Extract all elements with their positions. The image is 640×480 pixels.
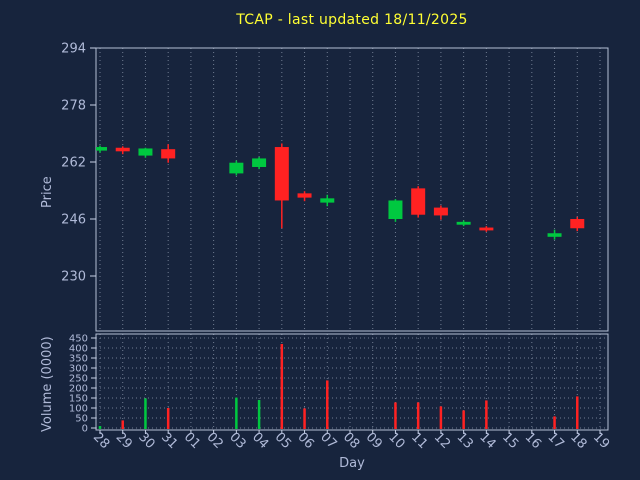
- volume-bar: [553, 416, 556, 429]
- volume-bar: [235, 397, 238, 429]
- day-tick-label: 10: [385, 430, 407, 452]
- price-tick-label: 230: [61, 270, 86, 285]
- x-axis-label: Day: [339, 456, 365, 471]
- day-tick-label: 13: [454, 430, 476, 452]
- volume-bar: [462, 410, 465, 429]
- candle-body: [456, 221, 471, 225]
- volume-bar: [485, 400, 488, 429]
- day-tick-label: 11: [408, 430, 430, 452]
- volume-tick-label: 350: [69, 354, 88, 365]
- day-tick-label: 29: [113, 430, 135, 452]
- volume-bar: [166, 408, 170, 429]
- volume-bar: [98, 426, 102, 429]
- day-tick-label: 05: [272, 430, 294, 452]
- volume-tick-label: 100: [69, 404, 88, 415]
- price-tick-label: 262: [61, 156, 86, 171]
- volume-bar: [439, 406, 443, 429]
- day-tick-label: 02: [204, 430, 226, 452]
- day-tick-label: 08: [340, 430, 362, 452]
- day-tick-label: 17: [544, 430, 566, 452]
- volume-bar: [257, 400, 261, 429]
- volume-bar: [394, 402, 397, 429]
- volume-tick-label: 200: [69, 384, 88, 395]
- price-panel-border: [95, 47, 609, 332]
- price-tick-label: 294: [61, 42, 86, 57]
- candles-group: [96, 143, 585, 240]
- volume-tick-label: 450: [69, 334, 88, 345]
- volume-bar: [280, 344, 284, 429]
- volume-panel-border: [95, 333, 609, 431]
- day-tick-label: 16: [522, 430, 544, 452]
- candle-body: [138, 148, 153, 156]
- volume-bar: [576, 396, 579, 429]
- day-tick-label: 03: [226, 430, 248, 452]
- volume-tick-label: 150: [69, 394, 88, 405]
- day-tick-label: 14: [476, 430, 498, 452]
- candle-body: [433, 207, 448, 216]
- volume-tick-label: 250: [69, 374, 88, 385]
- day-tick-label: 04: [249, 430, 271, 452]
- candle-body: [115, 147, 130, 152]
- volume-tick-label: 0: [82, 424, 88, 435]
- candle-body: [252, 158, 267, 167]
- candle-body: [229, 162, 244, 174]
- volume-tick-label: 300: [69, 364, 88, 375]
- candle-body: [547, 233, 562, 237]
- day-tick-label: 28: [90, 430, 112, 452]
- candle-body: [161, 149, 176, 159]
- price-tick-label: 246: [61, 213, 86, 228]
- volume-tick-label: 50: [75, 414, 88, 425]
- volume-bar: [326, 380, 329, 429]
- day-tick-label: 30: [135, 430, 157, 452]
- volume-bar: [416, 402, 420, 429]
- chart-title: TCAP - last updated 18/11/2025: [236, 12, 468, 28]
- day-tick-label: 07: [317, 430, 339, 452]
- candle-body: [274, 147, 289, 201]
- volume-bar: [144, 398, 147, 429]
- candle-body: [388, 200, 403, 219]
- candle-body: [297, 193, 312, 198]
- volume-tick-label: 400: [69, 344, 88, 355]
- day-tick-label: 09: [363, 430, 385, 452]
- volume-bar: [303, 408, 306, 429]
- candle-body: [570, 219, 585, 229]
- day-tick-label: 15: [499, 430, 521, 452]
- day-tick-label: 19: [590, 430, 612, 452]
- candle-body: [96, 147, 107, 151]
- day-tick-label: 31: [158, 430, 180, 452]
- day-tick-label: 12: [431, 430, 453, 452]
- price-tick-label: 278: [61, 99, 86, 114]
- candle-body: [411, 188, 426, 215]
- day-tick-label: 18: [567, 430, 589, 452]
- candle-body: [320, 198, 335, 203]
- day-tick-label: 01: [181, 430, 203, 452]
- day-tick-label: 06: [294, 430, 316, 452]
- candle-body: [479, 227, 494, 231]
- volume-bar: [121, 420, 124, 429]
